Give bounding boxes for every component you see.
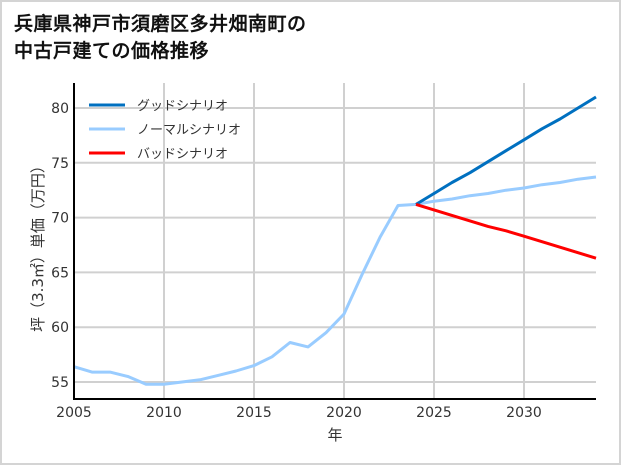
gridlines bbox=[74, 83, 596, 399]
series-lines bbox=[73, 95, 597, 386]
legend-label-2: バッドシナリオ bbox=[137, 147, 228, 162]
chart-title-line-2: 中古戸建ての価格推移 bbox=[14, 40, 210, 62]
x-tick-label: 2015 bbox=[236, 405, 272, 421]
series-line-2 bbox=[415, 202, 597, 260]
x-tick-label: 2030 bbox=[506, 405, 542, 421]
y-tick-label: 80 bbox=[51, 101, 69, 117]
y-tick-label: 60 bbox=[51, 320, 69, 336]
x-tick-label: 2020 bbox=[326, 405, 362, 421]
x-tick-label: 2025 bbox=[416, 405, 452, 421]
y-tick-label: 55 bbox=[51, 375, 69, 391]
x-tick-label: 2010 bbox=[146, 405, 182, 421]
axes bbox=[73, 83, 596, 400]
chart-title: 兵庫県神戸市須磨区多井畑南町の 中古戸建ての価格推移 bbox=[14, 11, 307, 65]
y-tick-label: 75 bbox=[51, 156, 69, 172]
tick-labels: 55 60 65 70 75 80 2005 2010 2015 2020 2025 2030 bbox=[51, 101, 542, 421]
legend-label-0: グッドシナリオ bbox=[137, 99, 228, 114]
x-tick-label: 2005 bbox=[56, 405, 92, 421]
x-axis-label: 年 bbox=[327, 426, 342, 444]
y-tick-label: 70 bbox=[51, 211, 69, 227]
series-line-1 bbox=[73, 175, 597, 386]
y-axis-label: 坪（3.3㎡）単価（万円） bbox=[29, 158, 47, 332]
chart-title-line-1: 兵庫県神戸市須磨区多井畑南町の bbox=[14, 13, 307, 35]
series-line-0 bbox=[415, 95, 597, 206]
legend-label-1: ノーマルシナリオ bbox=[137, 123, 241, 138]
y-tick-label: 65 bbox=[51, 265, 69, 281]
